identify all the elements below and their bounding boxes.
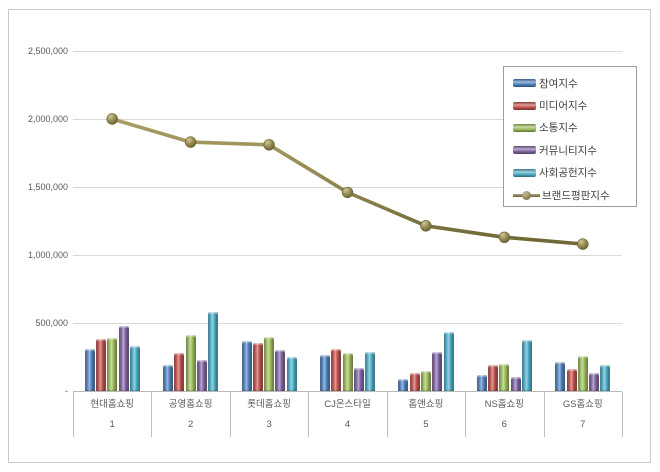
category-number: 7 [580,419,586,430]
bar [488,364,499,391]
legend-label: 미디어지수 [539,100,588,113]
category-number: 5 [423,419,429,430]
category-label: CJ온스타일 [324,399,371,410]
legend-label: 참여지수 [539,77,578,90]
gridline [73,323,622,324]
category-separator [308,392,310,437]
bar [589,373,600,391]
bar [275,350,286,391]
bar [196,360,207,391]
bar [252,342,263,391]
bar [409,373,420,391]
category-separator [622,392,623,437]
y-axis-tick-label: 2,000,000 [27,113,68,124]
category-separator [386,392,388,437]
legend-line-marker [522,190,531,200]
legend-label: 브랜드평판지수 [542,189,610,202]
category-label: 공영홈쇼핑 [168,399,213,410]
bar [319,355,330,391]
category-number: 4 [344,419,351,430]
legend-item: 커뮤니티지수 [513,139,636,161]
category-separator [151,392,153,437]
y-axis-tick-label: 1,000,000 [27,249,68,260]
bar [264,336,275,391]
legend-line-swatch-icon [513,190,540,200]
bar [163,364,173,391]
bar [95,339,106,391]
bar [499,363,510,391]
legend-item: 소통지수 [513,117,636,139]
bar [510,376,521,391]
category-number: 6 [501,419,507,430]
legend-bar-swatch-icon [513,146,536,155]
category-separator [543,392,545,437]
gridline [73,255,622,256]
legend-label: 사회공헌지수 [539,167,597,180]
legend-label: 소통지수 [539,122,578,135]
legend-bar-swatch-icon [513,101,536,110]
x-axis-baseline [73,391,622,392]
legend-item: 참여지수 [513,72,636,94]
category-label: NS홈쇼핑 [484,399,524,410]
bar [107,338,118,391]
category-separator [73,392,74,437]
bar [566,368,577,391]
category-label: 현대홈쇼핑 [90,399,135,410]
bar [432,352,443,391]
bar [420,370,431,391]
bar [129,346,140,391]
category-number: 1 [109,419,115,430]
category-label: 홈앤쇼핑 [408,399,444,410]
legend-bar-swatch-icon [513,123,536,132]
category-number: 2 [187,419,194,430]
category-number: 3 [266,419,272,430]
legend-bar-swatch-icon [513,168,536,177]
bar [577,355,588,391]
bar [208,312,219,391]
bar [398,378,409,391]
bar [342,352,353,391]
y-axis-tick-label: 1,500,000 [27,181,68,192]
category-separator [465,392,467,437]
legend-item: 미디어지수 [513,94,636,116]
bar [365,351,376,391]
category-label: 롯데홈쇼핑 [247,399,291,410]
bar [331,348,342,391]
legend-item: 사회공헌지수 [513,162,636,184]
bar [174,352,185,391]
bar [286,357,297,391]
gridline [73,51,622,52]
bar [443,331,454,391]
legend-item: 브랜드평판지수 [513,184,636,206]
bar [600,365,611,391]
legend-bar-swatch-icon [513,79,536,88]
bar [476,375,487,391]
y-axis-tick-label: - [65,385,68,396]
bar [241,340,252,391]
legend-label: 커뮤니티지수 [539,144,597,157]
bar [84,348,95,391]
bar [555,362,566,391]
bar [118,325,129,391]
y-axis-tick-label: 500,000 [35,317,68,328]
bar [522,340,532,391]
bar [185,335,196,391]
category-label: GS홈쇼핑 [562,399,603,410]
y-axis-tick-label: 2,500,000 [27,45,68,56]
bar [353,367,364,391]
category-separator [229,392,231,437]
